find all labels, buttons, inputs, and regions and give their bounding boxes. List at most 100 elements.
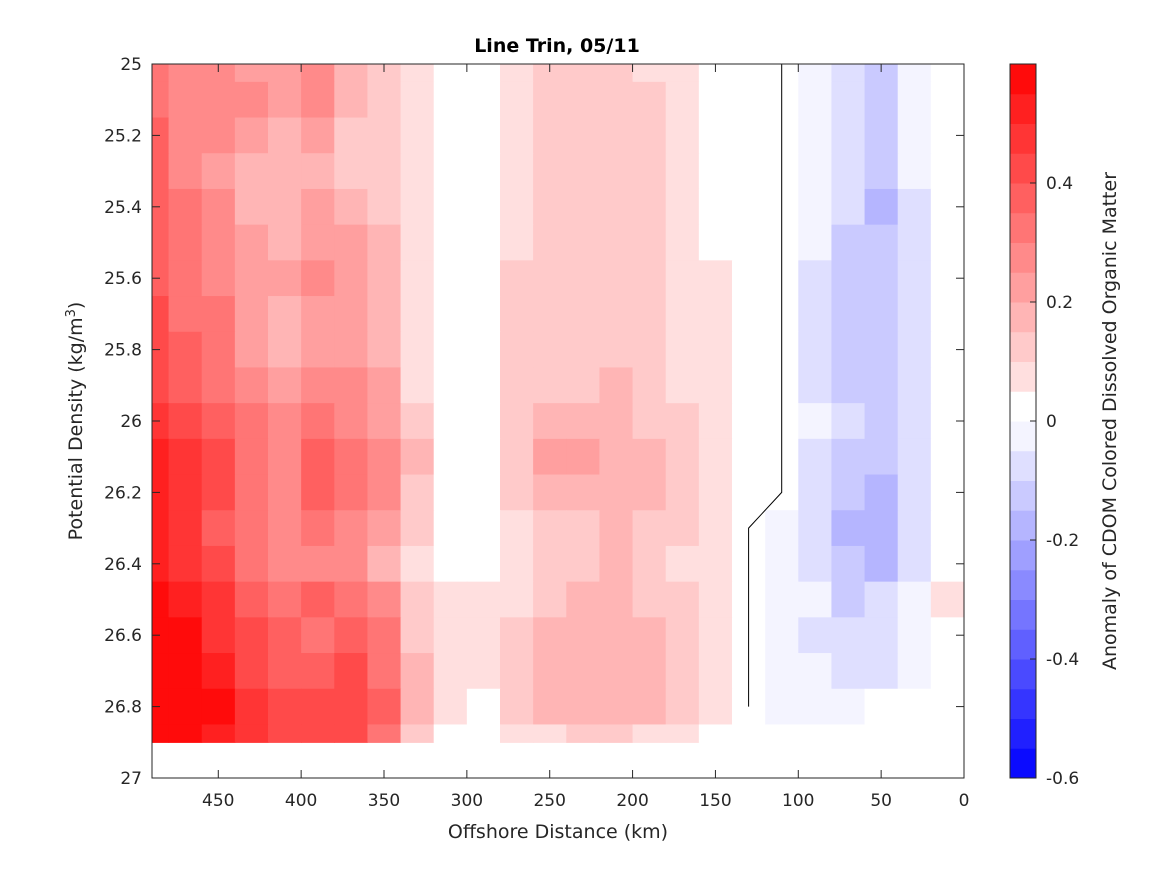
heat-cell xyxy=(864,117,899,154)
heat-cell xyxy=(334,331,369,369)
heat-cell xyxy=(897,581,932,618)
heat-cell xyxy=(930,724,965,743)
colorbar-segment xyxy=(1010,718,1036,749)
colorbar-segment xyxy=(1010,421,1036,452)
heat-cell xyxy=(897,474,932,511)
heat-cell xyxy=(433,688,468,726)
x-axis-label: Offshore Distance (km) xyxy=(448,821,668,843)
heat-cell xyxy=(864,688,899,726)
heat-cell xyxy=(566,403,601,440)
heat-cell xyxy=(864,653,899,690)
heat-cell xyxy=(864,81,899,119)
heat-cell xyxy=(665,474,700,511)
y-tick-label: 25.6 xyxy=(104,269,142,289)
heat-cell xyxy=(533,438,567,476)
heat-cell xyxy=(301,224,335,261)
heat-cell xyxy=(533,153,567,190)
heat-cell xyxy=(466,510,501,547)
heat-cell xyxy=(632,296,667,333)
y-tick-label: 25 xyxy=(120,55,142,75)
heat-cell xyxy=(500,474,534,511)
heat-cell xyxy=(864,64,899,83)
heat-cell xyxy=(301,510,335,547)
heat-cell xyxy=(168,224,203,261)
heat-cell xyxy=(897,117,932,154)
heat-cell xyxy=(897,81,932,119)
heat-cell xyxy=(433,188,468,226)
heat-cell xyxy=(466,224,501,261)
heat-cell xyxy=(466,188,501,226)
heat-cell xyxy=(500,153,534,190)
heat-cell xyxy=(533,545,567,583)
heat-cell xyxy=(152,188,170,226)
y-tick-label: 26.6 xyxy=(104,626,142,646)
heat-cell xyxy=(533,64,567,83)
heat-cell xyxy=(268,617,302,654)
plot-area xyxy=(152,64,965,743)
heat-cell xyxy=(665,367,700,404)
heat-cell xyxy=(732,117,766,154)
heat-cell xyxy=(152,653,170,690)
heat-cell xyxy=(301,296,335,333)
heat-cell xyxy=(798,331,833,369)
heat-cell xyxy=(632,117,667,154)
heat-cell xyxy=(831,403,866,440)
heat-cell xyxy=(152,367,170,404)
heat-cell xyxy=(334,581,369,618)
heat-cell xyxy=(665,545,700,583)
colorbar-segment xyxy=(1010,93,1036,124)
heat-cell xyxy=(632,188,667,226)
heat-cell xyxy=(599,260,634,297)
heat-cell xyxy=(152,153,170,190)
heat-cell xyxy=(433,153,468,190)
heat-cell xyxy=(765,688,799,726)
heat-cell xyxy=(566,724,601,743)
heat-cell xyxy=(732,64,766,83)
heat-cell xyxy=(698,653,733,690)
heat-cell xyxy=(433,64,468,83)
x-tick-label: 100 xyxy=(782,791,814,811)
heat-cell xyxy=(334,296,369,333)
heat-cell xyxy=(433,81,468,119)
heat-cell xyxy=(334,688,369,726)
heat-cell xyxy=(268,260,302,297)
heat-cell xyxy=(765,653,799,690)
heat-cell xyxy=(765,545,799,583)
heat-cell xyxy=(234,545,269,583)
heat-cell xyxy=(268,224,302,261)
heat-cell xyxy=(665,581,700,618)
colorbar-segment xyxy=(1010,212,1036,243)
heat-cell xyxy=(533,403,567,440)
heat-cell xyxy=(301,367,335,404)
heat-cell xyxy=(168,438,203,476)
heat-cell xyxy=(466,296,501,333)
heat-cell xyxy=(930,153,965,190)
heat-cell xyxy=(732,81,766,119)
heat-cell xyxy=(400,296,435,333)
heat-cell xyxy=(798,438,833,476)
heat-cell xyxy=(500,403,534,440)
heat-cell xyxy=(301,653,335,690)
heat-cell xyxy=(201,81,236,119)
heat-cell xyxy=(400,188,435,226)
heat-cell xyxy=(400,653,435,690)
heat-cell xyxy=(201,653,236,690)
heat-cell xyxy=(400,260,435,297)
heat-cell xyxy=(234,117,269,154)
x-tick-label: 350 xyxy=(368,791,400,811)
heat-cell xyxy=(301,153,335,190)
heat-cell xyxy=(234,403,269,440)
heat-cell xyxy=(533,188,567,226)
heat-cell xyxy=(201,188,236,226)
y-axis-label-close: ) xyxy=(65,302,87,309)
heat-cell xyxy=(599,617,634,654)
heat-cell xyxy=(831,367,866,404)
heat-cell xyxy=(665,64,700,83)
heat-cell xyxy=(367,260,402,297)
heat-cell xyxy=(367,724,402,743)
heat-cell xyxy=(268,188,302,226)
heat-cell xyxy=(533,653,567,690)
heat-cell xyxy=(599,224,634,261)
heat-cell xyxy=(500,117,534,154)
heat-cell xyxy=(500,545,534,583)
